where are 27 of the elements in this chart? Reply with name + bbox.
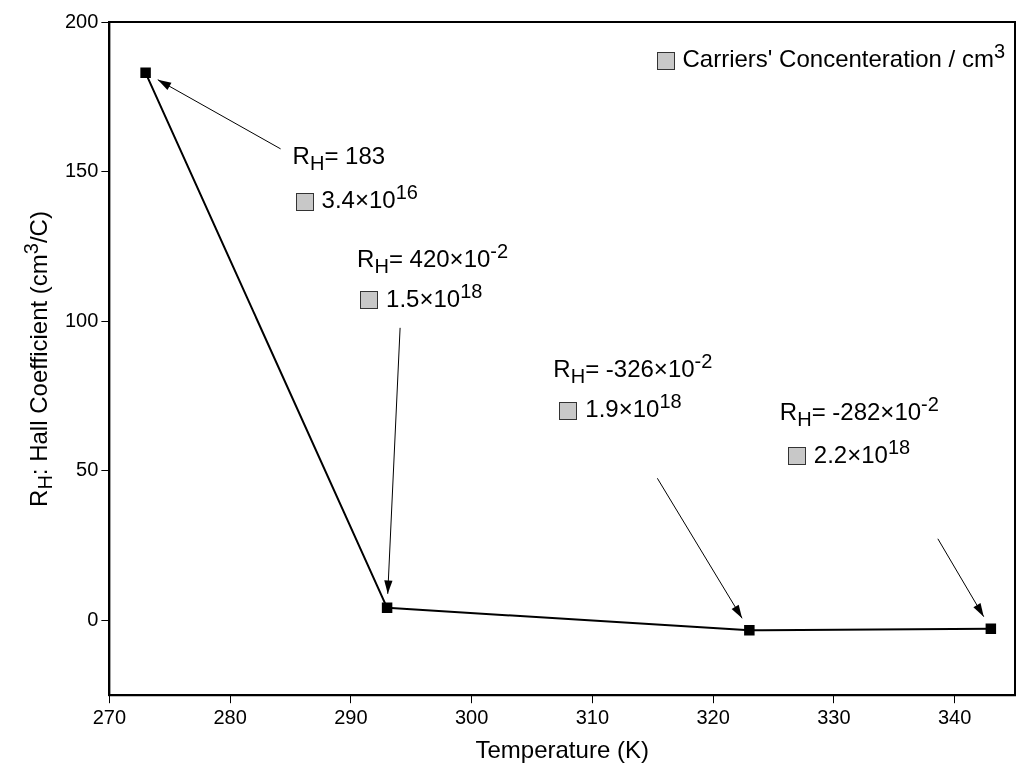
y-tick-label: 50: [76, 458, 99, 481]
x-tick-label: 320: [696, 705, 730, 728]
point: [381, 602, 393, 614]
x-tick-label: 290: [334, 705, 368, 728]
x-tick-label: 330: [817, 705, 851, 728]
x-tick-label: 270: [92, 705, 127, 728]
point: [985, 623, 997, 635]
annotation: 3.4×10$^{16}$: [321, 180, 418, 213]
y-tick-label: 200: [64, 9, 99, 32]
annotation: R$_{H}$= -282×10$^{-2}$: [779, 392, 939, 430]
x-tick-label: 300: [454, 705, 489, 728]
point: [744, 625, 755, 636]
y-tick-label: 150: [64, 159, 99, 182]
annotation: 2.2×10$^{18}$: [813, 435, 911, 468]
x-tick-label: 310: [575, 705, 610, 728]
annotation: 1.5×10$^{18}$: [386, 279, 483, 312]
y-tick-label: 0: [87, 607, 99, 630]
x-tick-label: 280: [213, 705, 247, 728]
annotation: Carriers' Concenteration / cm$^{3}$: [682, 40, 1005, 72]
annotation: R$_{H}$= 420×10$^{-2}$: [357, 239, 509, 277]
annotation: 1.9×10$^{18}$: [585, 390, 682, 423]
annotation: R$_{H}$= -326×10$^{-2}$: [553, 350, 713, 388]
x-tick-label: 340: [937, 705, 972, 728]
x-axis-title: Temperature (K): [475, 736, 649, 764]
annotation: R$_{H}$= 183: [292, 141, 386, 174]
point: [140, 67, 151, 79]
y-tick-label: 100: [64, 308, 99, 331]
